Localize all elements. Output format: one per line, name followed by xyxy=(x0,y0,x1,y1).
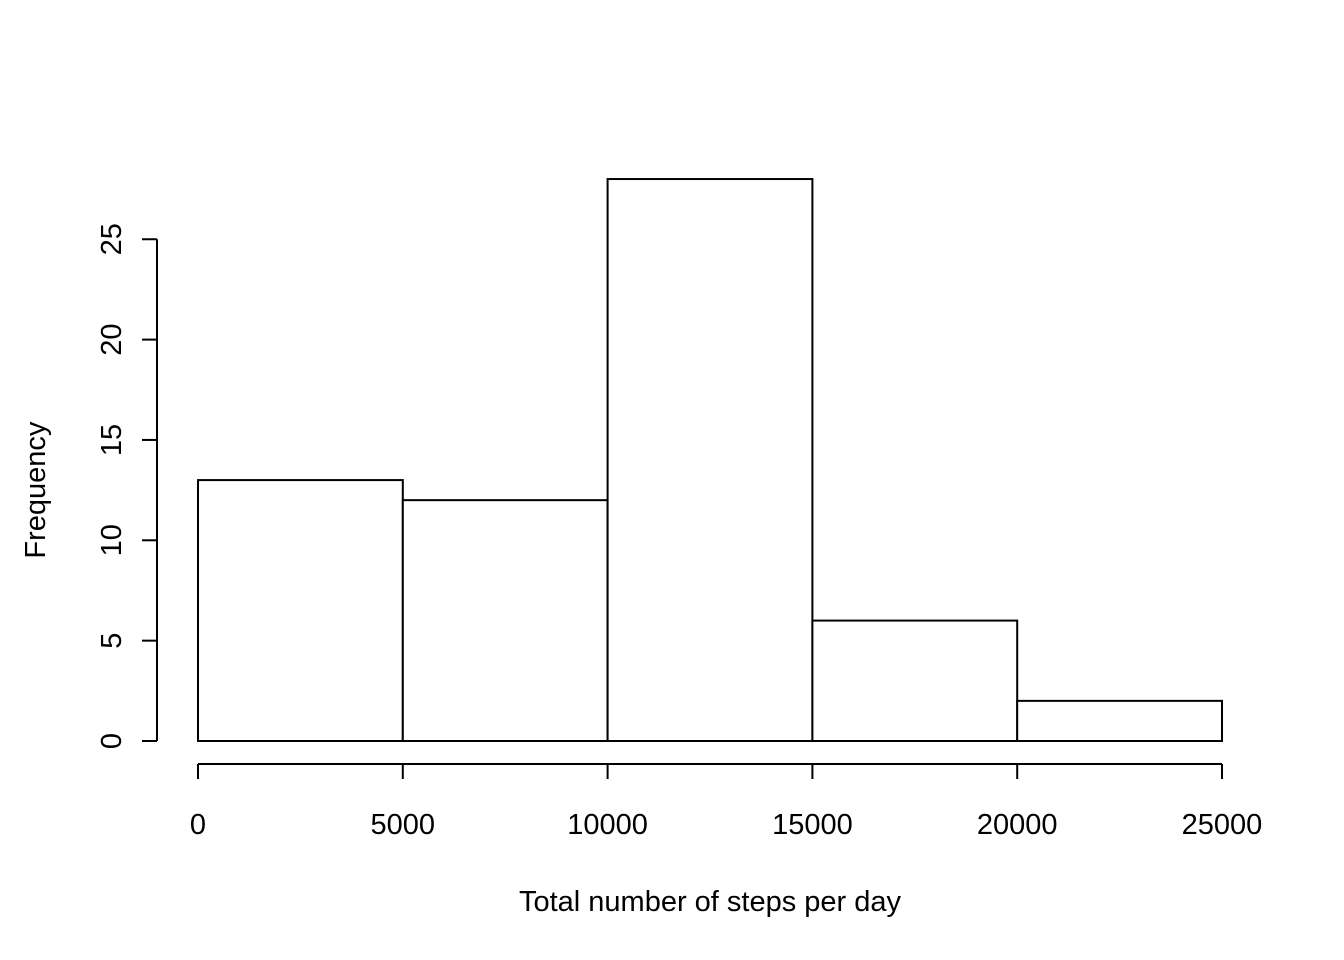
bars-group xyxy=(197,178,1224,743)
x-tick-label: 20000 xyxy=(977,809,1058,841)
y-tick-label: 20 xyxy=(96,323,128,355)
histogram-bar-5 xyxy=(1016,699,1224,742)
histogram-bar-3 xyxy=(606,178,814,743)
x-axis: 0 5000 10000 15000 20000 25000 xyxy=(190,763,1263,841)
y-tick-label: 15 xyxy=(96,424,128,456)
y-tick-label: 10 xyxy=(96,524,128,556)
x-tick-label: 10000 xyxy=(567,809,648,841)
y-tick-label: 25 xyxy=(96,223,128,255)
histogram-bar-4 xyxy=(811,619,1019,743)
x-tick-label: 25000 xyxy=(1182,809,1263,841)
histogram-bar-1 xyxy=(197,479,404,742)
histogram-bar-2 xyxy=(401,499,609,742)
x-tick-label: 5000 xyxy=(371,809,436,841)
y-axis: 0 5 10 15 20 25 xyxy=(96,223,158,749)
y-axis-title: Frequency xyxy=(20,421,52,559)
x-axis-title: Total number of steps per day xyxy=(519,886,902,918)
y-tick-label: 0 xyxy=(96,733,128,749)
x-tick-label: 15000 xyxy=(772,809,853,841)
x-tick-label: 0 xyxy=(190,809,206,841)
y-tick-label: 5 xyxy=(96,633,128,649)
